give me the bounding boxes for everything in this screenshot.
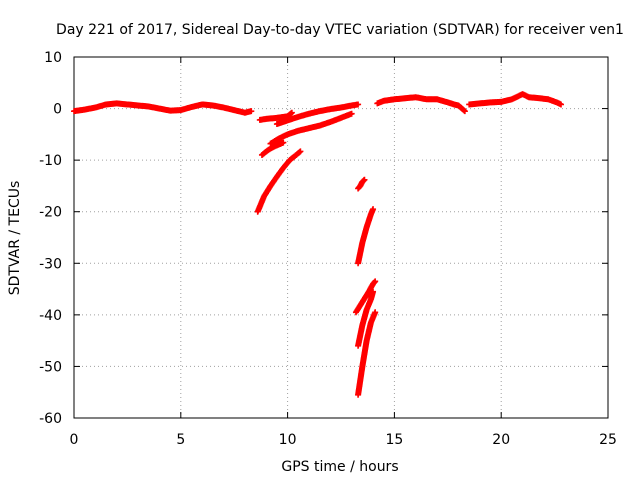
- data-point: [370, 288, 377, 295]
- y-tick-label: -40: [39, 308, 62, 324]
- data-series: [355, 288, 377, 349]
- data-series: [466, 91, 565, 108]
- y-tick-label: 0: [53, 102, 62, 118]
- y-tick-label: -10: [39, 153, 62, 169]
- data-point: [280, 139, 287, 146]
- x-tick-label: 0: [70, 432, 79, 448]
- data-point: [248, 108, 255, 115]
- y-tick-label: -30: [39, 256, 62, 272]
- data-series: [355, 309, 379, 398]
- data-point: [355, 101, 362, 108]
- y-axis-label: SDTVAR / TECUs: [7, 181, 23, 296]
- axis-ticks: 0 5 10 15 20 25 10 0 -10 -20 -30 -40 -50 -60: [39, 50, 617, 448]
- x-axis-label: GPS time / hours: [281, 459, 398, 475]
- data-point: [460, 107, 467, 114]
- data-series: [256, 109, 295, 123]
- data-point: [297, 148, 304, 155]
- data-point: [372, 309, 379, 316]
- data-series: [267, 110, 355, 147]
- data-series: [258, 139, 287, 158]
- data-point: [370, 206, 377, 213]
- data-series: [355, 206, 377, 267]
- plot-frame: [73, 56, 609, 419]
- chart-title: Day 221 of 2017, Sidereal Day-to-day VTE…: [56, 22, 624, 38]
- y-tick-label: 10: [44, 50, 62, 66]
- y-tick-label: -50: [39, 359, 62, 375]
- data-point: [461, 108, 468, 115]
- x-tick-label: 25: [599, 432, 617, 448]
- y-tick-label: -20: [39, 205, 62, 221]
- data-series: [355, 176, 368, 192]
- data-point: [372, 278, 379, 285]
- data-series: [374, 94, 468, 115]
- plot-border: [73, 56, 609, 419]
- x-tick-label: 10: [279, 432, 297, 448]
- data-points: [71, 91, 565, 398]
- data-series: [352, 278, 379, 316]
- data-point: [361, 176, 368, 183]
- data-point: [558, 101, 565, 108]
- x-tick-label: 15: [385, 432, 403, 448]
- data-point: [348, 110, 355, 117]
- data-series: [71, 100, 255, 116]
- data-series: [254, 148, 304, 215]
- y-tick-label: -60: [39, 411, 62, 427]
- data-series: [273, 101, 362, 128]
- data-point: [288, 109, 295, 116]
- x-tick-label: 20: [492, 432, 510, 448]
- x-tick-label: 5: [176, 432, 185, 448]
